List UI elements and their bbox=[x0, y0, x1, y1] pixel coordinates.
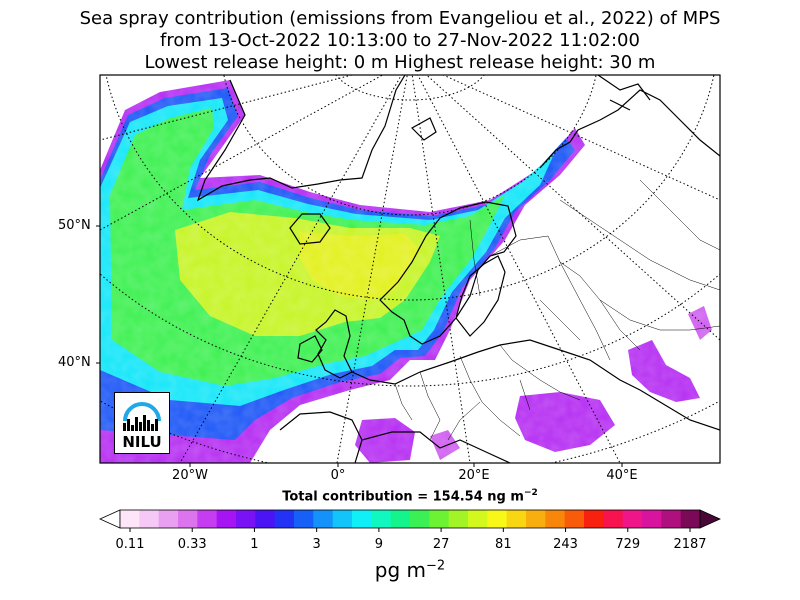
colorbar-tick-label: 1 bbox=[250, 537, 259, 552]
colorbar-swatch bbox=[390, 510, 411, 528]
colorbar-swatch bbox=[313, 510, 334, 528]
nilu-logo: NILU bbox=[114, 392, 170, 454]
colorbar-swatch bbox=[545, 510, 566, 528]
map-title-line-2: from 13-Oct-2022 10:13:00 to 27-Nov-2022… bbox=[160, 30, 640, 51]
colorbar-tick-label: 2187 bbox=[673, 537, 707, 552]
graticule-lat-50n bbox=[100, 273, 720, 387]
lon-label-20w: 20°W bbox=[172, 468, 208, 483]
nilu-logo-text: NILU bbox=[122, 433, 162, 451]
colorbar-swatch bbox=[120, 510, 140, 528]
lat-label-50n: 50°N bbox=[58, 218, 91, 233]
map-frame bbox=[99, 74, 721, 464]
colorbar-max-extension bbox=[699, 509, 721, 529]
colorbar-swatch bbox=[294, 510, 314, 528]
coast-russia-arctic bbox=[539, 89, 720, 169]
coast-iberia bbox=[279, 411, 363, 463]
nilu-logo-icon bbox=[123, 402, 161, 431]
colorbar-swatch bbox=[178, 510, 198, 528]
lat-label-40n: 40°N bbox=[58, 355, 91, 370]
colorbar-tick-label: 9 bbox=[374, 537, 384, 552]
colorbar-swatch bbox=[332, 510, 353, 528]
colorbar-swatch bbox=[197, 510, 218, 528]
colorbar-tick-label: 0.11 bbox=[115, 537, 145, 552]
coast-svalbard bbox=[411, 117, 437, 141]
colorbar-tick-label: 81 bbox=[495, 537, 512, 552]
graticule-lon-lines bbox=[100, 75, 720, 463]
map-tick-marks bbox=[96, 225, 623, 467]
colorbar-swatch bbox=[448, 510, 469, 528]
lon-label-0: 0° bbox=[330, 468, 346, 483]
colorbar-tick-label: 243 bbox=[553, 537, 578, 552]
colorbar-swatch bbox=[468, 510, 488, 528]
coast-mediterranean bbox=[361, 431, 511, 463]
colorbar-tick-label: 729 bbox=[615, 537, 641, 552]
coast-novaya-zemlya bbox=[597, 75, 651, 111]
coast-europe-mainland bbox=[351, 339, 720, 431]
colorbar-swatch bbox=[139, 510, 160, 528]
colorbar-swatch bbox=[603, 510, 624, 528]
total-contribution: Total contribution = 154.54 ng m−2 bbox=[282, 488, 538, 505]
colorbar-swatch bbox=[584, 510, 604, 528]
colorbar bbox=[99, 509, 721, 532]
colorbar-swatch bbox=[410, 510, 430, 528]
coast-scandinavia bbox=[379, 201, 517, 345]
colorbar-min-extension bbox=[99, 509, 121, 529]
colorbar-swatch bbox=[216, 510, 237, 528]
colorbar-tick-label: 27 bbox=[432, 537, 450, 552]
colorbar-swatch bbox=[255, 510, 276, 528]
colorbar-swatch bbox=[158, 510, 179, 528]
map-title-line-1: Sea spray contribution (emissions from E… bbox=[79, 8, 721, 29]
coast-baltic bbox=[455, 255, 506, 337]
colorbar-swatch bbox=[642, 510, 662, 528]
colorbar-swatch bbox=[506, 510, 527, 528]
colorbar-tick-label: 0.33 bbox=[177, 537, 207, 552]
colorbar-swatch bbox=[526, 510, 546, 528]
coast-greenland bbox=[196, 75, 406, 202]
colorbar-swatch bbox=[236, 510, 256, 528]
graticule-lat-80n bbox=[335, 75, 485, 101]
lon-label-20e: 20°E bbox=[458, 468, 490, 483]
map-title-line-3: Lowest release height: 0 m Highest relea… bbox=[144, 52, 656, 73]
colorbar-swatch bbox=[564, 510, 585, 528]
colorbar-unit-label: pg m−2 bbox=[374, 558, 446, 582]
colorbar-swatch bbox=[680, 510, 701, 528]
graticule bbox=[100, 75, 720, 463]
colorbar-swatch bbox=[661, 510, 682, 528]
colorbar-swatch bbox=[274, 510, 295, 528]
coast-ireland bbox=[297, 335, 323, 363]
colorbar-swatch bbox=[371, 510, 392, 528]
colorbar-swatch bbox=[352, 510, 372, 528]
country-borders bbox=[394, 179, 720, 441]
lon-label-40e: 40°E bbox=[606, 468, 638, 483]
colorbar-swatch bbox=[429, 510, 450, 528]
colorbar-swatch bbox=[622, 510, 643, 528]
coast-iceland bbox=[289, 213, 331, 245]
coast-british-isles bbox=[315, 309, 353, 379]
colorbar-swatch bbox=[487, 510, 508, 528]
coastlines bbox=[196, 75, 720, 463]
colorbar-tick-label: 3 bbox=[312, 537, 321, 552]
concentration-field bbox=[100, 75, 720, 463]
